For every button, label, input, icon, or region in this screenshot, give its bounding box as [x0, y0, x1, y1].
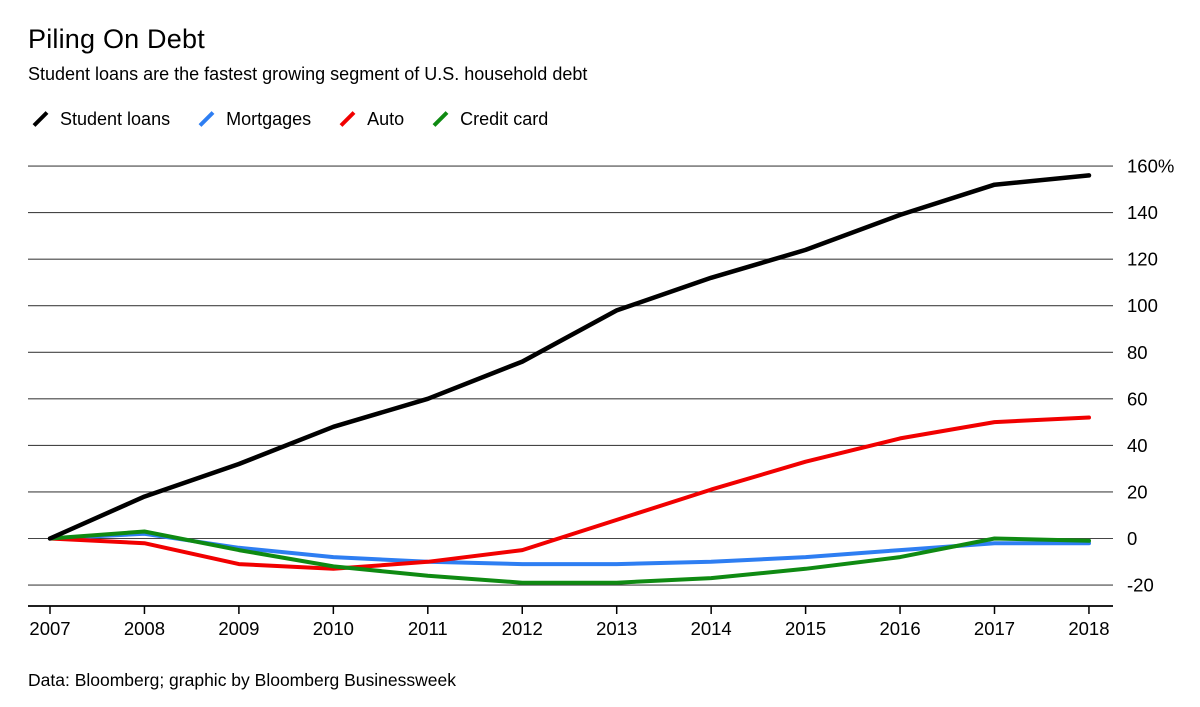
- legend-label: Auto: [367, 108, 405, 129]
- x-tick-label: 2014: [691, 618, 732, 639]
- y-tick-label: 80: [1127, 342, 1148, 363]
- legend-slash-icon: [339, 111, 356, 127]
- x-tick-label: 2011: [408, 618, 448, 639]
- gridlines: [28, 165, 1113, 586]
- x-tick-label: 2012: [502, 618, 543, 639]
- y-tick-label: 140: [1127, 202, 1158, 223]
- x-tick-label: 2016: [879, 618, 920, 639]
- x-tick-label: 2013: [596, 618, 637, 639]
- legend-label: Student loans: [60, 108, 171, 129]
- x-axis: 2007 2008 2009 2010 2011 2012 2013 2014 2015 2016…: [28, 605, 1113, 639]
- legend-item-student-loans: Student loans: [31, 109, 170, 130]
- source-credit: Data: Bloomberg; graphic by Bloomberg Bu…: [28, 670, 456, 690]
- x-tick-label: 2015: [785, 618, 826, 639]
- x-tick-label: 2007: [29, 618, 70, 639]
- y-tick-label: 160%: [1127, 156, 1174, 177]
- x-tick-label: 2017: [974, 618, 1015, 639]
- x-tick-label: 2008: [124, 618, 165, 639]
- legend-item-credit-card: Credit card: [431, 109, 548, 130]
- page-title: Piling On Debt: [28, 24, 205, 54]
- x-tick-label: 2010: [313, 618, 354, 639]
- chart-subtitle: Student loans are the fastest growing se…: [28, 64, 588, 84]
- legend-slash-icon: [32, 111, 49, 127]
- y-tick-label: 120: [1127, 249, 1158, 270]
- legend-label: Mortgages: [226, 108, 312, 129]
- series-line-credit-card: [48, 529, 1091, 585]
- x-tick-label: 2018: [1068, 618, 1109, 639]
- chart-legend: Student loans Mortgages Auto Credit card: [31, 106, 548, 132]
- y-tick-label: 60: [1127, 388, 1148, 409]
- y-tick-label: -20: [1127, 575, 1154, 596]
- chart-canvas: 160% 140 120 100 80 60 40 20 0 -20 2007 2008 2009 201…: [28, 156, 1174, 639]
- y-axis-labels: 160% 140 120 100 80 60 40 20 0 -20: [1127, 156, 1174, 596]
- y-tick-label: 0: [1127, 528, 1137, 549]
- legend-slash-icon: [432, 111, 449, 127]
- legend-slash-icon: [198, 111, 215, 127]
- x-tick-label: 2009: [218, 618, 259, 639]
- legend-item-auto: Auto: [338, 109, 404, 130]
- y-tick-label: 20: [1127, 481, 1148, 502]
- series-lines: [47, 173, 1092, 585]
- series-line-auto: [48, 415, 1091, 571]
- y-tick-label: 40: [1127, 435, 1148, 456]
- legend-label: Credit card: [460, 108, 549, 129]
- legend-item-mortgages: Mortgages: [197, 109, 311, 130]
- series-line-student-loans: [47, 173, 1092, 541]
- y-tick-label: 100: [1127, 295, 1158, 316]
